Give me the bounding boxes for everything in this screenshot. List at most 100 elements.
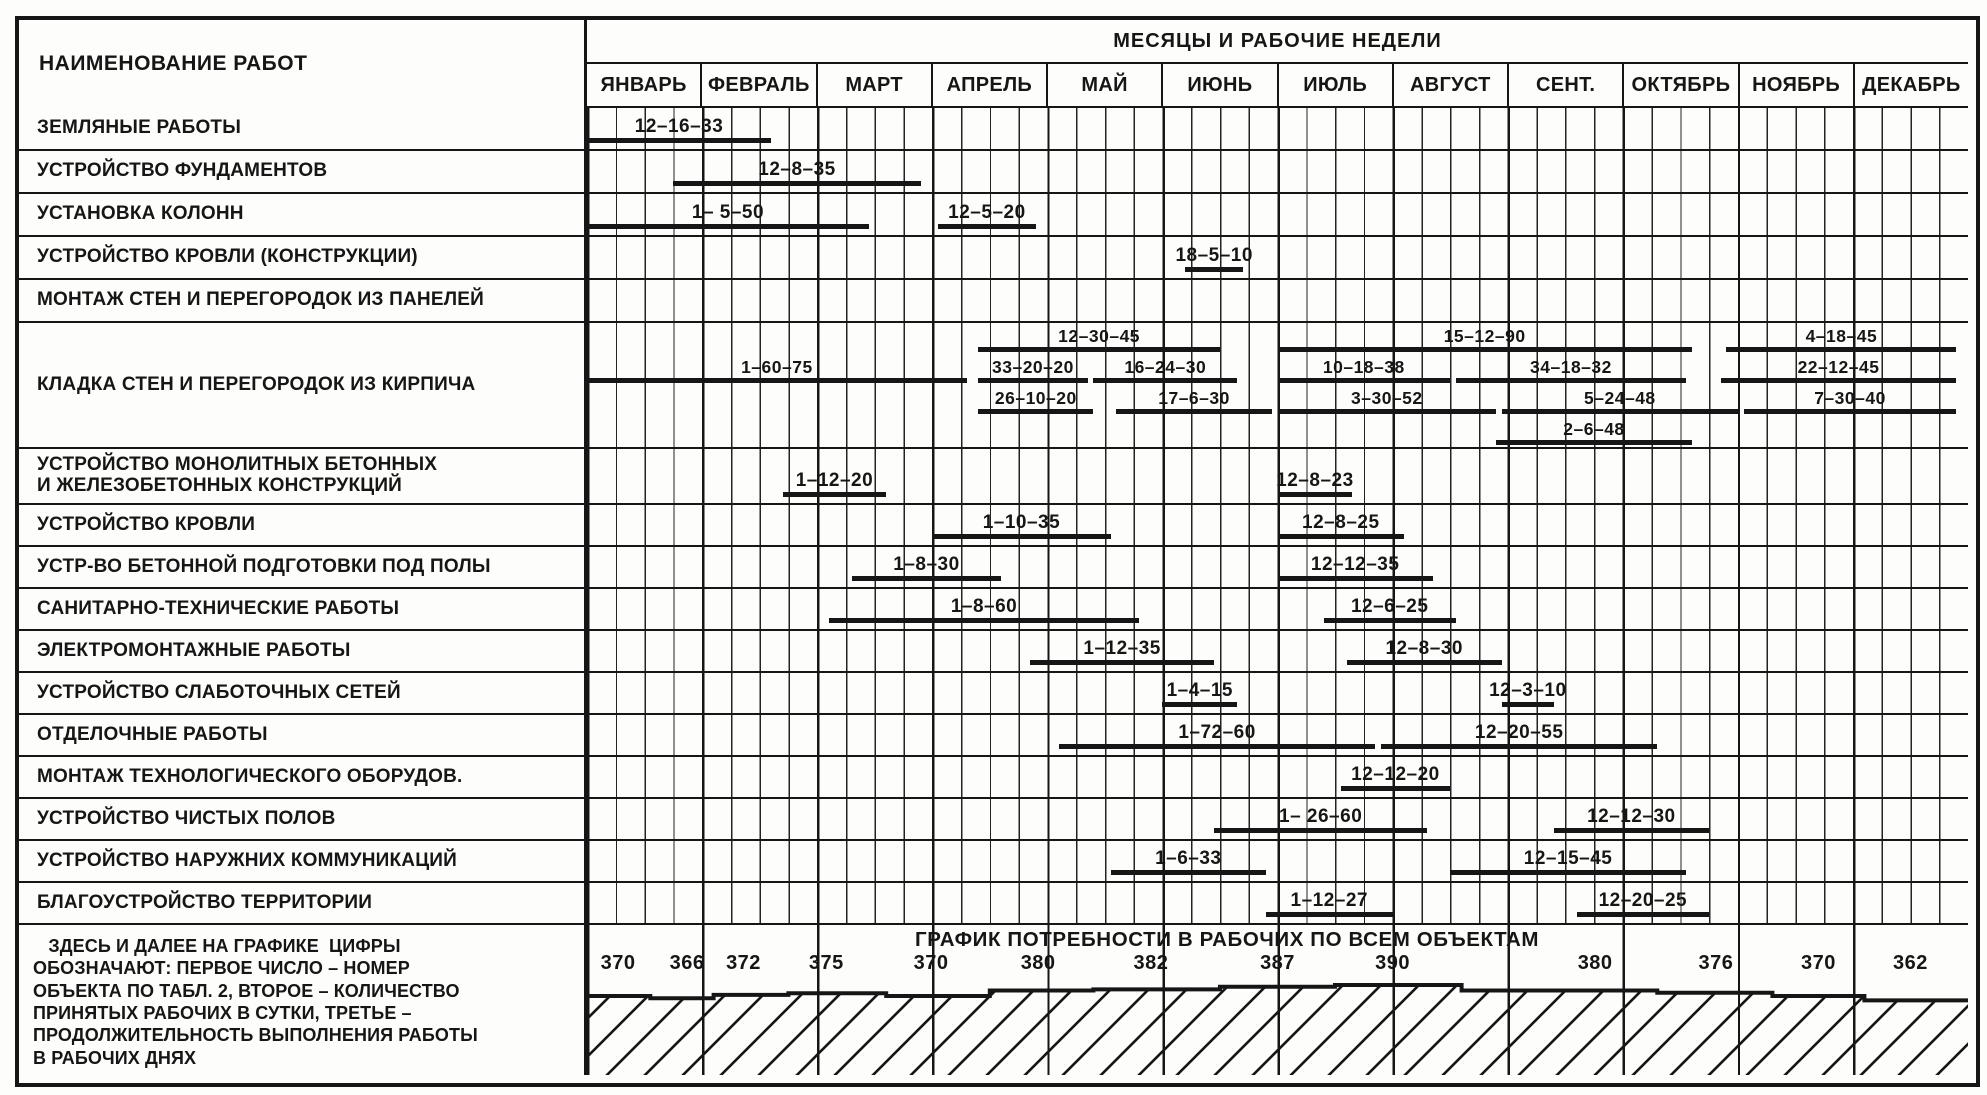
- gantt-bar-label: 33–20–20: [992, 357, 1074, 378]
- work-rows: ЗЕМЛЯНЫЕ РАБОТЫ 12–16–33 УСТРОЙСТВО ФУНДАМ…: [19, 108, 1968, 925]
- work-row: УСТРОЙСТВО ЧИСТЫХ ПОЛОВ 1– 26–60 12–12–30: [19, 799, 1968, 841]
- gantt-bar: 1–8–30: [851, 547, 1002, 581]
- gantt-bar-label: 12–5–20: [948, 202, 1026, 224]
- gantt-bar-line: [1162, 702, 1238, 707]
- gantt-bar-line: [1323, 618, 1456, 623]
- gantt-bar: 1–10–35: [932, 505, 1111, 539]
- work-name: УСТРОЙСТВО ЧИСТЫХ ПОЛОВ: [19, 799, 587, 839]
- gantt-bar-label: 7–30–40: [1814, 388, 1886, 409]
- schedule-sheet: НАИМЕНОВАНИЕ РАБОТ МЕСЯЦЫ И РАБОЧИЕ НЕДЕ…: [15, 16, 1980, 1087]
- month-header-11: НОЯБРЬ: [1740, 64, 1855, 106]
- gantt-bar-line: [1496, 440, 1692, 445]
- work-name: УСТРОЙСТВО КРОВЛИ (КОНСТРУКЦИИ): [19, 237, 587, 278]
- work-name: УСТРОЙСТВО КРОВЛИ: [19, 505, 587, 545]
- gantt-bar-label: 12–3–10: [1489, 680, 1567, 702]
- gantt-bar-line: [1277, 534, 1405, 539]
- gantt-bar-label: 12–12–35: [1310, 554, 1400, 576]
- row-bars-area: 1– 26–60 12–12–30: [587, 799, 1968, 839]
- work-row: ОТДЕЛОЧНЫЕ РАБОТЫ 1–72–60 12–20–55: [19, 715, 1968, 757]
- gantt-bar-line: [1450, 870, 1687, 875]
- months-header-row: ЯНВАРЬ ФЕВРАЛЬ МАРТ АПРЕЛЬ МАЙ ИЮНЬ ИЮЛЬ АВГУСТ…: [587, 64, 1968, 108]
- gantt-bar-label: 1–10–35: [982, 512, 1061, 534]
- month-header-4: АПРЕЛЬ: [933, 64, 1048, 106]
- gantt-bar-label: 1– 26–60: [1279, 806, 1363, 828]
- gantt-bar-label: 17–6–30: [1158, 388, 1230, 409]
- row-bars-area: 1–6–33 12–15–45: [587, 841, 1968, 881]
- demand-value: 382: [1133, 952, 1169, 974]
- gantt-bar: 12–15–45: [1450, 841, 1687, 875]
- work-row: УСТР-ВО БЕТОННОЙ ПОДГОТОВКИ ПОД ПОЛЫ 1–8–…: [19, 547, 1968, 589]
- gantt-bar-line: [1116, 409, 1272, 414]
- gantt-bar-line: [1214, 828, 1428, 833]
- gantt-bar-line: [673, 181, 921, 186]
- gantt-bar: 1–4–15: [1162, 673, 1238, 707]
- gantt-bar-label: 1–12–35: [1083, 638, 1161, 660]
- gantt-bar-label: 22–12–45: [1797, 357, 1880, 378]
- demand-value: 380: [1577, 952, 1613, 974]
- gantt-bar-label: 3–30–52: [1351, 388, 1423, 409]
- gantt-bar: 1– 5–50: [587, 194, 869, 229]
- gantt-bar-label: 1–12–27: [1290, 890, 1368, 912]
- row-bars-area: 1– 5–50 12–5–20: [587, 194, 1968, 235]
- gantt-bar-label: 15–12–90: [1443, 326, 1526, 347]
- gantt-bar-label: 12–8–23: [1276, 470, 1354, 492]
- work-name: КЛАДКА СТЕН И ПЕРЕГОРОДОК ИЗ КИРПИЧА: [19, 323, 587, 447]
- gantt-bar-label: 12–20–25: [1598, 890, 1688, 912]
- work-row: УСТРОЙСТВО НАРУЖНИХ КОММУНИКАЦИЙ 1–6–33 12…: [19, 841, 1968, 883]
- row-bars-area: 1–12–27 12–20–25: [587, 883, 1968, 923]
- work-row: ЗЕМЛЯНЫЕ РАБОТЫ 12–16–33: [19, 108, 1968, 151]
- gantt-bar-line: [1340, 786, 1451, 791]
- hatched-area: [587, 985, 1968, 1075]
- gantt-bar-line: [828, 618, 1140, 623]
- gantt-bar: 10–18–38: [1277, 354, 1451, 383]
- gantt-bar-label: 12–8–30: [1385, 638, 1463, 660]
- gantt-bar: 12–8–30: [1346, 631, 1502, 665]
- gantt-bar: 26–10–20: [978, 385, 1094, 414]
- work-name: УСТРОЙСТВО НАРУЖНИХ КОММУНИКАЦИЙ: [19, 841, 587, 881]
- gantt-bar: 12–20–25: [1576, 883, 1710, 917]
- gantt-bar-line: [587, 378, 967, 383]
- gantt-bar-line: [1277, 378, 1451, 383]
- gantt-bar-label: 1–8–60: [950, 596, 1018, 618]
- row-bars-area: 12–30–45 15–12–90 4–18–45 1–60–75 33–20–20 16…: [587, 323, 1968, 447]
- work-row: БЛАГОУСТРОЙСТВО ТЕРРИТОРИИ 1–12–27 12–20–2…: [19, 883, 1968, 925]
- gantt-bar: 18–5–10: [1175, 237, 1252, 272]
- gantt-bar: 12–6–25: [1323, 589, 1456, 623]
- gantt-bar-line: [1381, 744, 1658, 749]
- work-name: МОНТАЖ ТЕХНОЛОГИЧЕСКОГО ОБОРУДОВ.: [19, 757, 587, 797]
- work-name: УСТРОЙСТВО ФУНДАМЕНТОВ: [19, 151, 587, 192]
- month-header-5: МАЙ: [1048, 64, 1164, 106]
- gantt-bar: 12–3–10: [1489, 673, 1566, 707]
- row-bars-area: [587, 280, 1968, 321]
- gantt-bar: 2–6–48: [1496, 416, 1692, 445]
- demand-value: 372: [726, 952, 761, 974]
- gantt-bar-label: 12–30–45: [1058, 326, 1141, 347]
- gantt-bar-line: [1030, 660, 1215, 665]
- demand-value: 390: [1375, 952, 1411, 974]
- gantt-bar-label: 34–18–32: [1530, 357, 1612, 378]
- gantt-bar-label: 12–8–35: [758, 159, 836, 181]
- work-name: УСТАНОВКА КОЛОНН: [19, 194, 587, 235]
- gantt-bar-label: 1–4–15: [1166, 680, 1233, 702]
- gantt-bar: 12–20–55: [1381, 715, 1658, 749]
- gantt-bar-line: [1455, 378, 1687, 383]
- month-header-1: ЯНВАРЬ: [587, 64, 703, 106]
- gantt-bar: 17–6–30: [1116, 385, 1272, 414]
- gantt-bar-label: 1–12–20: [795, 470, 874, 492]
- work-row: УСТРОЙСТВО ФУНДАМЕНТОВ 12–8–35: [19, 151, 1968, 194]
- demand-value: 362: [1893, 952, 1928, 974]
- work-row: ЭЛЕКТРОМОНТАЖНЫЕ РАБОТЫ 1–12–35 12–8–30: [19, 631, 1968, 673]
- row-bars-area: 1–8–30 12–12–35: [587, 547, 1968, 587]
- row-bars-area: 1–8–60 12–6–25: [587, 589, 1968, 629]
- work-row: УСТРОЙСТВО КРОВЛИ 1–10–35 12–8–25: [19, 505, 1968, 547]
- gantt-bar-line: [932, 534, 1111, 539]
- worker-demand-graph: ГРАФИК ПОТРЕБНОСТИ В РАБОЧИХ ПО ВСЕМ ОБЪ…: [587, 925, 1968, 1075]
- demand-value: 366: [669, 952, 705, 974]
- gantt-bar: 15–12–90: [1277, 323, 1692, 352]
- gantt-bar-line: [1501, 409, 1738, 414]
- gantt-bar-label: 12–12–20: [1351, 764, 1440, 786]
- gantt-bar-line: [1720, 378, 1957, 383]
- row-bars-area: 1–72–60 12–20–55: [587, 715, 1968, 755]
- gantt-bar-label: 2–6–48: [1563, 419, 1625, 440]
- month-header-12: ДЕКАБРЬ: [1862, 73, 1961, 96]
